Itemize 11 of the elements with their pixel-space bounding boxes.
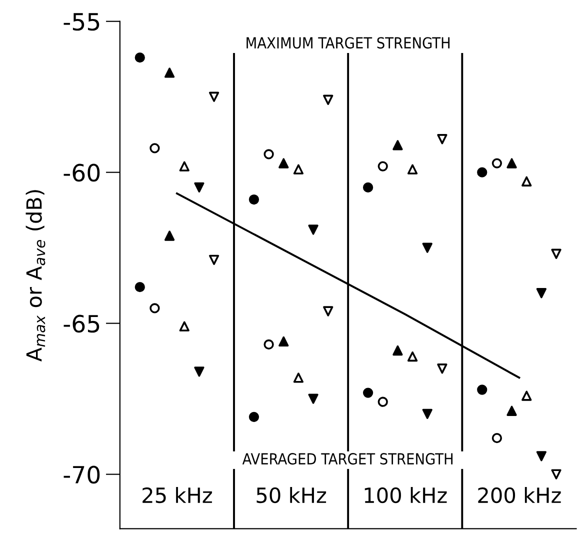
x-tick-label: 50 kHz — [256, 486, 326, 504]
y-axis-title: A$_{max}$ or A$_{ave}$ (dB) — [26, 190, 46, 362]
x-tick-label: 200 kHz — [478, 486, 561, 504]
y-tick-label: -55 — [64, 13, 100, 31]
y-tick-label: -70 — [64, 466, 100, 484]
y-tick-label: -60 — [64, 164, 100, 182]
y-tick-label: -65 — [64, 314, 100, 333]
annotation: MAXIMUM TARGET STRENGTH — [246, 37, 450, 49]
x-tick-label: 100 kHz — [364, 486, 447, 504]
x-tick-label: 25 kHz — [142, 486, 212, 504]
annotation: AVERAGED TARGET STRENGTH — [242, 453, 453, 465]
